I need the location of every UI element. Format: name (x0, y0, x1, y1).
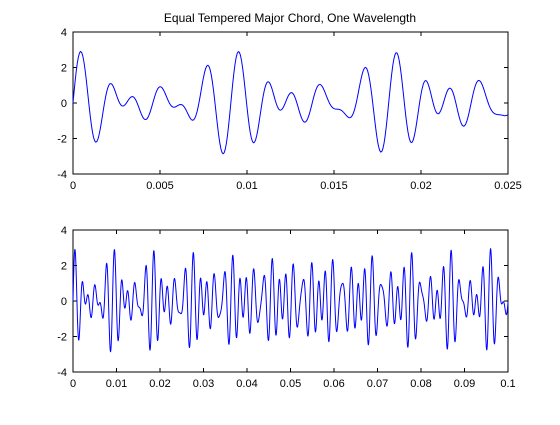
x-tick-label: 0.01 (236, 180, 257, 192)
x-tick-label: 0.05 (280, 378, 301, 390)
x-tick-label: 0.03 (193, 378, 214, 390)
x-tick-label: 0.1 (500, 378, 515, 390)
x-tick-label: 0.08 (410, 378, 431, 390)
x-tick-label: 0.09 (454, 378, 475, 390)
chart-title: Equal Tempered Major Chord, One Waveleng… (164, 11, 416, 25)
y-tick-label: 4 (61, 225, 67, 237)
x-tick-label: 0.07 (367, 378, 388, 390)
x-tick-label: 0.015 (320, 180, 348, 192)
x-tick-label: 0.01 (106, 378, 127, 390)
x-tick-label: 0.005 (146, 180, 174, 192)
x-tick-label: 0.04 (236, 378, 257, 390)
y-tick-label: 4 (61, 27, 67, 39)
axes-box (73, 230, 508, 372)
y-tick-label: -4 (57, 367, 67, 379)
axes-box (73, 32, 508, 174)
x-tick-label: 0 (70, 180, 76, 192)
y-tick-label: -4 (57, 169, 67, 181)
y-tick-label: 2 (61, 63, 67, 75)
y-tick-label: -2 (57, 134, 67, 146)
chart-panel-1: 0 0.005 0.01 0.015 0.02 0.025 -4 -2 0 2 4 (57, 27, 522, 192)
x-tick-label: 0.02 (149, 378, 170, 390)
x-tick-label: 0 (70, 378, 76, 390)
x-tick-label: 0.06 (323, 378, 344, 390)
x-tick-label: 0.025 (494, 180, 522, 192)
y-tick-label: 0 (61, 98, 67, 110)
y-tick-label: 0 (61, 296, 67, 308)
x-tick-label: 0.02 (410, 180, 431, 192)
y-tick-label: -2 (57, 332, 67, 344)
y-tick-label: 2 (61, 261, 67, 273)
chart-panel-2: 0 0.01 0.02 0.03 0.04 0.05 0.06 0.07 0.08 0.09 0.1… (57, 225, 515, 390)
